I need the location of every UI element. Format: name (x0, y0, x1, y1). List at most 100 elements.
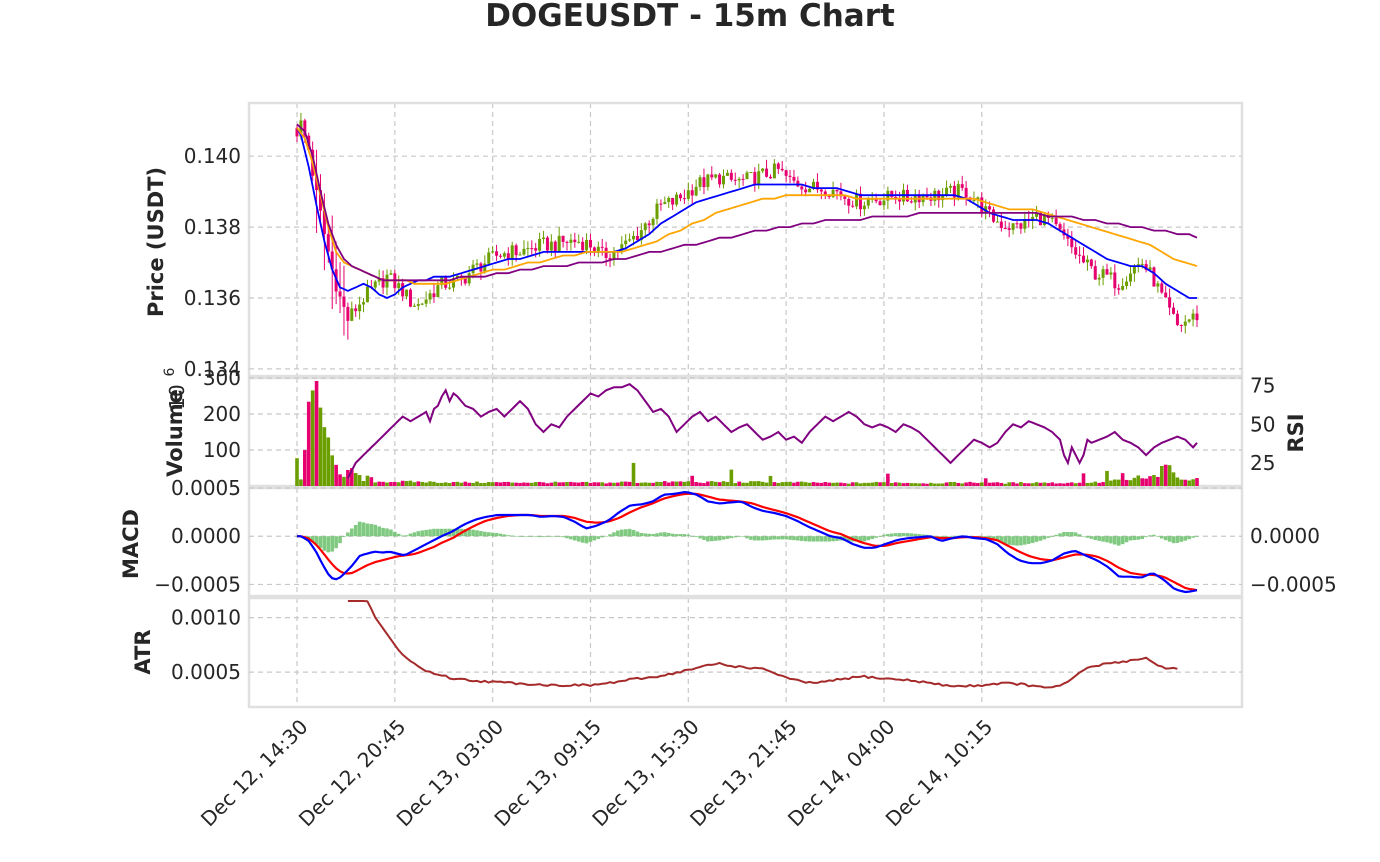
volume-bar (443, 482, 448, 486)
panel-frame (247, 101, 1244, 378)
volume-bar (295, 458, 299, 486)
volume-bar (1050, 482, 1055, 486)
candle-body (1003, 227, 1007, 229)
macd-histogram-bar (400, 535, 405, 537)
candle-body (405, 289, 409, 297)
volume-bar (432, 481, 436, 486)
candle-body (690, 190, 694, 196)
volume-bar (968, 481, 972, 486)
macd-histogram-bar (1085, 536, 1090, 538)
volume-bar (643, 482, 648, 486)
macd-histogram-bar (1038, 536, 1043, 541)
candle-body (389, 273, 393, 275)
volume-bar (721, 481, 726, 486)
macd-histogram-bar (905, 533, 910, 537)
volume-bar (549, 482, 554, 486)
candle-body (526, 248, 530, 250)
macd-histogram-bar (1116, 536, 1121, 546)
volume-bar (1113, 479, 1117, 486)
candle-body (882, 200, 886, 206)
candle-body (549, 241, 553, 251)
volume-bar (576, 482, 581, 486)
y-tick-label: 100 (203, 438, 241, 462)
macd-histogram-bar (483, 531, 487, 537)
macd-histogram-bar (753, 536, 757, 541)
volume-bar (964, 482, 968, 486)
macd-histogram-bar (713, 536, 718, 541)
candle-body (502, 253, 506, 257)
candle-body (612, 251, 616, 260)
macd-histogram-bar (1003, 536, 1008, 544)
volume-bar (948, 481, 953, 486)
macd-histogram-bar (862, 536, 867, 542)
volume-bar (1077, 482, 1082, 486)
macd-histogram-bar (725, 536, 730, 539)
macd-histogram-bar (1034, 536, 1039, 542)
macd-histogram-bar (557, 536, 561, 537)
candle-body (1105, 269, 1109, 275)
macd-histogram-bar (678, 534, 683, 537)
candle-body (1172, 307, 1176, 314)
candle-body (992, 209, 996, 222)
macd-histogram-bar (486, 532, 491, 537)
candle-body (1191, 313, 1195, 320)
volume-bar (420, 481, 425, 486)
y-tick-label: 0.140 (184, 144, 241, 168)
candle-body (561, 235, 565, 242)
macd-histogram-bar (506, 535, 511, 537)
panel-frame (247, 376, 1244, 488)
candle-body (624, 240, 628, 245)
candle-body (452, 278, 456, 288)
macd-histogram-bar (1062, 531, 1066, 537)
candle-body (945, 187, 949, 195)
volume-bar (1097, 482, 1101, 486)
volume-bar (349, 468, 354, 486)
candle-body (1058, 224, 1062, 230)
macd-histogram-bar (729, 536, 734, 539)
macd-histogram-bar (1026, 536, 1031, 544)
candle-body (948, 185, 952, 188)
candle-body (444, 276, 448, 288)
macd-histogram-bar (1152, 534, 1156, 537)
candle-body (373, 281, 377, 288)
volume-bar (439, 482, 444, 486)
volume-bar (1183, 479, 1188, 486)
macd-signal-line (296, 492, 1198, 592)
volume-bar (925, 483, 929, 486)
macd-histogram-bar (655, 533, 659, 537)
macd-histogram-bar (1109, 536, 1113, 544)
candle-body (800, 186, 804, 190)
candle-body (768, 176, 772, 179)
candle-body (655, 203, 659, 219)
volume-bar (901, 483, 906, 486)
macd-histogram-bar (721, 536, 726, 540)
volume-bar (831, 482, 835, 486)
candle-body (1066, 235, 1070, 239)
volume-bar (1171, 472, 1176, 486)
macd-histogram-bar (686, 534, 691, 537)
candle-body (518, 254, 522, 256)
candle-body (725, 172, 729, 176)
macd-histogram-bar (510, 535, 515, 537)
volume-bar (514, 482, 518, 486)
macd-histogram-bar (780, 536, 785, 540)
volume-bar (353, 472, 358, 486)
macd-histogram-bar (706, 536, 710, 542)
rsi-tick-label: 75 (1250, 374, 1275, 398)
volume-bar (694, 481, 698, 486)
volume-bar (917, 483, 921, 486)
macd-histogram-bar (1081, 536, 1086, 537)
macd-histogram-bar (835, 536, 839, 541)
macd-histogram-bar (698, 536, 702, 539)
macd-histogram-bar (768, 536, 773, 540)
volume-bar (960, 483, 965, 486)
candle-body (436, 285, 440, 298)
volume-bar (843, 483, 847, 486)
candle-body (804, 189, 808, 193)
macd-histogram-bar (760, 536, 765, 541)
candle-body (988, 206, 992, 210)
candle-body (839, 191, 843, 197)
macd-histogram-bar (357, 521, 362, 537)
macd-histogram-bar (490, 532, 495, 537)
volume-bar (385, 482, 389, 486)
